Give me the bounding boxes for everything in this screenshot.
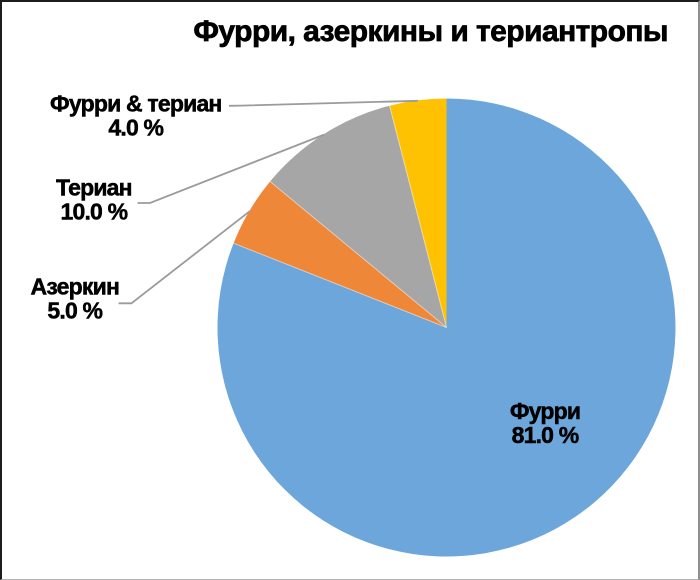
svg-text:4.0 %: 4.0 % [108, 114, 163, 140]
svg-text:5.0 %: 5.0 % [47, 297, 102, 323]
svg-text:Азеркин: Азеркин [31, 273, 120, 299]
svg-text:10.0 %: 10.0 % [60, 198, 127, 224]
svg-text:Фурри, азеркины и териантропы: Фурри, азеркины и териантропы [193, 15, 668, 48]
svg-text:81.0 %: 81.0 % [512, 422, 579, 448]
svg-text:Териан: Териан [56, 174, 132, 200]
svg-text:Фурри & териан: Фурри & териан [50, 91, 221, 117]
svg-text:Фурри: Фурри [510, 398, 580, 424]
